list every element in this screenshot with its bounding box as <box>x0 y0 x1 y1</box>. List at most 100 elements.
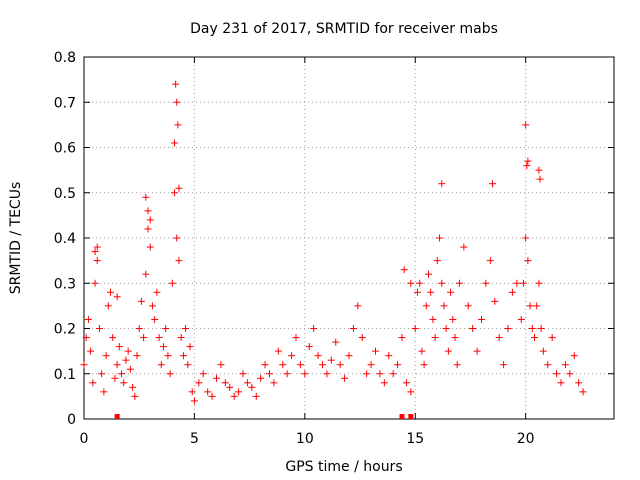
y-tick-label: 0.2 <box>54 322 76 338</box>
data-point <box>257 374 265 382</box>
data-point <box>398 334 406 342</box>
data-point <box>93 257 101 265</box>
data-point <box>98 370 106 378</box>
data-point <box>517 315 525 323</box>
data-point <box>407 279 415 287</box>
data-point <box>166 370 174 378</box>
data-point <box>305 343 313 351</box>
data-point <box>301 370 309 378</box>
data-point <box>442 325 450 332</box>
data-point <box>115 343 123 351</box>
y-axis-label: SRMTID / TECUs <box>8 182 24 295</box>
data-point <box>153 288 161 296</box>
data-point <box>464 302 472 310</box>
data-point <box>438 180 446 188</box>
data-point <box>473 347 481 355</box>
data-point <box>519 279 527 287</box>
data-point <box>155 334 163 342</box>
data-point <box>221 379 229 387</box>
y-tick-label: 0.3 <box>54 276 76 292</box>
data-point <box>536 175 544 183</box>
data-point <box>179 352 187 360</box>
data-point <box>91 248 99 256</box>
data-point <box>248 383 256 391</box>
x-tick-label: 20 <box>517 431 535 447</box>
data-point <box>288 352 296 360</box>
data-point <box>522 234 530 242</box>
data-point <box>422 302 430 310</box>
data-point <box>429 315 437 323</box>
data-point <box>367 361 375 369</box>
zero-marker <box>399 414 405 419</box>
data-point <box>113 293 121 301</box>
data-point <box>100 388 108 396</box>
data-point <box>341 374 349 382</box>
data-point <box>140 334 148 342</box>
data-point <box>168 279 176 287</box>
data-point <box>80 361 88 369</box>
data-point <box>566 370 574 378</box>
data-point <box>182 325 190 332</box>
data-point <box>433 257 441 265</box>
data-point <box>93 243 101 251</box>
data-point <box>270 379 278 387</box>
data-point <box>283 370 291 378</box>
data-point <box>252 392 260 400</box>
data-point <box>508 288 516 296</box>
data-point <box>402 379 410 387</box>
data-point <box>148 302 156 310</box>
data-point <box>89 379 97 387</box>
data-point <box>425 270 432 278</box>
data-point <box>113 361 121 369</box>
data-point <box>314 352 322 360</box>
data-point <box>171 189 179 197</box>
data-point <box>190 397 198 405</box>
data-point <box>292 334 300 342</box>
data-point <box>175 184 183 192</box>
data-point <box>319 361 326 369</box>
data-point <box>380 379 388 387</box>
data-point <box>524 257 532 265</box>
data-point <box>385 352 393 360</box>
data-point <box>500 361 508 369</box>
data-point <box>230 392 238 400</box>
data-point <box>411 325 419 332</box>
data-point <box>226 383 234 391</box>
data-point <box>478 315 485 323</box>
y-tick-label: 0 <box>67 412 76 428</box>
x-axis: 0 5 10 15 20 <box>80 57 535 447</box>
y-tick-label: 0.7 <box>54 95 76 111</box>
data-point <box>274 347 282 355</box>
data-point <box>102 352 110 360</box>
data-point <box>107 288 114 296</box>
y-axis: 0 0.1 0.2 0.3 0.4 0.5 0.6 0.7 0.8 <box>54 50 614 428</box>
data-point <box>129 383 137 391</box>
data-point <box>146 243 154 251</box>
data-point <box>535 166 543 174</box>
data-point <box>174 121 182 129</box>
x-tick-label: 0 <box>80 431 89 447</box>
data-point <box>440 302 448 310</box>
data-point <box>323 370 331 378</box>
data-point <box>87 347 95 355</box>
data-point <box>524 157 532 165</box>
data-point <box>469 325 477 332</box>
data-point <box>239 370 247 378</box>
data-point <box>133 352 141 360</box>
data-point <box>177 334 185 342</box>
y-tick-label: 0.6 <box>54 141 76 157</box>
data-point <box>217 361 225 369</box>
data-point <box>453 361 461 369</box>
data-point <box>184 361 192 369</box>
data-point <box>144 207 152 215</box>
data-point <box>95 325 103 332</box>
data-point <box>416 279 424 287</box>
data-point <box>118 370 126 378</box>
data-point <box>137 297 145 305</box>
data-point <box>575 379 583 387</box>
data-point <box>455 279 463 287</box>
data-point <box>142 270 150 278</box>
data-point <box>420 361 428 369</box>
data-point <box>124 347 132 355</box>
